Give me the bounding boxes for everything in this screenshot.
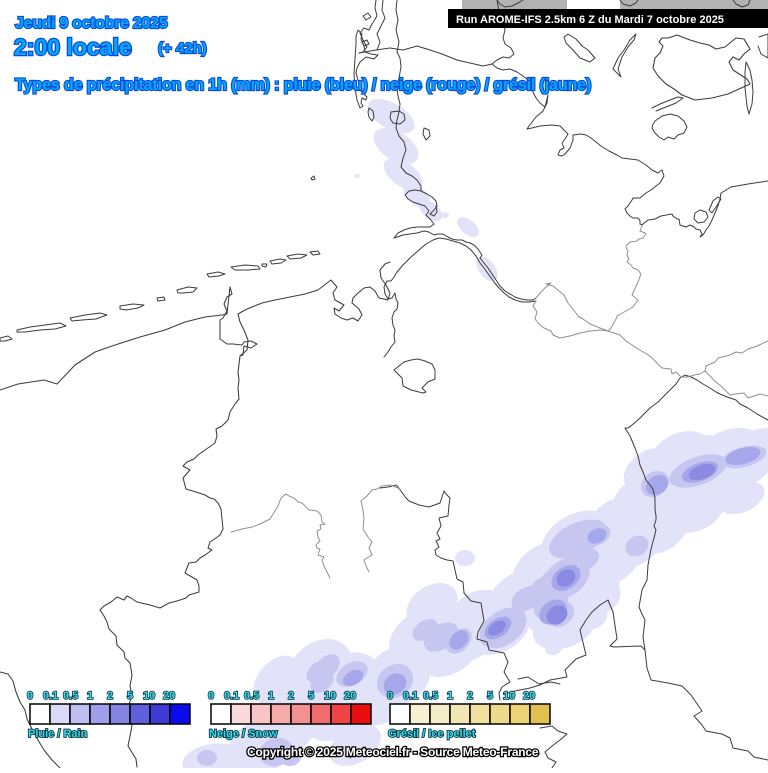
svg-text:10: 10 [143,690,155,702]
svg-text:10: 10 [503,690,515,702]
svg-text:0.5: 0.5 [63,690,78,702]
svg-text:5: 5 [487,690,493,702]
svg-text:20: 20 [344,690,356,702]
svg-text:20: 20 [523,690,535,702]
svg-text:Neige / Snow: Neige / Snow [209,728,278,740]
svg-text:0: 0 [387,690,393,702]
svg-text:2:00 locale: 2:00 locale [14,34,132,60]
svg-text:0.5: 0.5 [423,690,438,702]
svg-text:Pluie / Rain: Pluie / Rain [28,728,88,740]
svg-text:2: 2 [288,690,294,702]
svg-text:0.5: 0.5 [244,690,259,702]
svg-text:2: 2 [467,690,473,702]
svg-text:1: 1 [87,690,93,702]
svg-text:0.1: 0.1 [403,690,418,702]
svg-text:2: 2 [107,690,113,702]
svg-text:20: 20 [163,690,175,702]
svg-text:0.1: 0.1 [43,690,58,702]
svg-text:5: 5 [127,690,133,702]
svg-text:0.1: 0.1 [224,690,239,702]
svg-text:0: 0 [27,690,33,702]
svg-text:Types de précipitation en 1h (: Types de précipitation en 1h (mm) : plui… [15,76,591,94]
svg-text:Run AROME-IFS 2.5km 6 Z du Mar: Run AROME-IFS 2.5km 6 Z du Mardi 7 octob… [456,14,724,26]
svg-text:(+ 42h): (+ 42h) [158,40,207,57]
svg-text:1: 1 [268,690,274,702]
svg-text:0: 0 [208,690,214,702]
svg-text:Copyright © 2025 Meteociel.fr: Copyright © 2025 Meteociel.fr - Source M… [247,745,539,759]
svg-text:10: 10 [324,690,336,702]
svg-text:Jeudi 9 octobre 2025: Jeudi 9 octobre 2025 [15,15,168,32]
svg-text:Grésil / Ice pellet: Grésil / Ice pellet [388,728,476,740]
svg-text:1: 1 [447,690,453,702]
svg-text:5: 5 [308,690,314,702]
